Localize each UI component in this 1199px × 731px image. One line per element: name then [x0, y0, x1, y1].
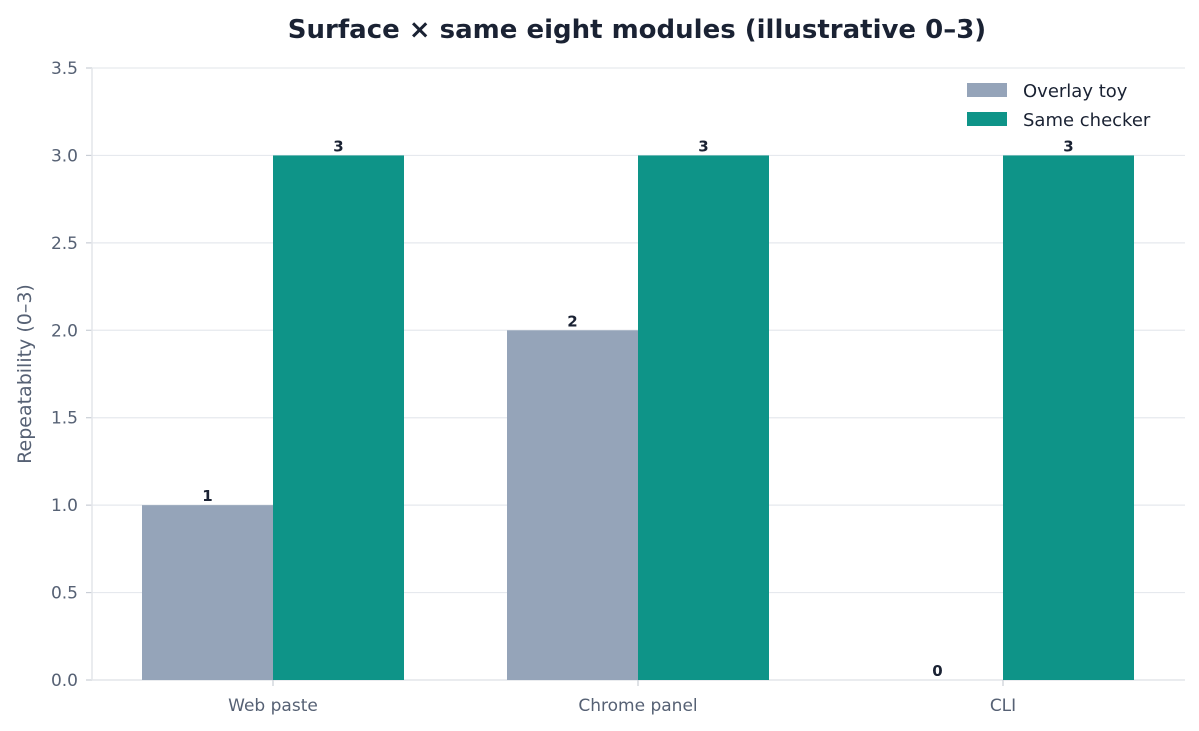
- bar-same-checker: [638, 155, 769, 680]
- legend-swatch: [967, 83, 1007, 97]
- legend: Overlay toy Same checker: [967, 81, 1151, 131]
- legend-label: Overlay toy: [1023, 81, 1128, 102]
- y-tick-label: 3.5: [51, 59, 78, 79]
- x-tick-label: CLI: [990, 696, 1016, 716]
- y-tick-label: 0.5: [51, 584, 78, 604]
- y-tick-label: 2.0: [51, 321, 78, 341]
- bar-same-checker: [273, 155, 404, 680]
- data-labels: 1 2 0 3 3 3: [202, 137, 1073, 680]
- y-tick-label: 1.0: [51, 496, 78, 516]
- data-label: 3: [698, 137, 708, 155]
- bar-same-checker: [1003, 155, 1134, 680]
- y-tick-label: 0.0: [51, 671, 78, 691]
- y-tick-label: 2.5: [51, 234, 78, 254]
- data-label: 3: [333, 137, 343, 155]
- data-label: 3: [1063, 137, 1073, 155]
- y-tick-label: 1.5: [51, 409, 78, 429]
- x-tick-label: Chrome panel: [578, 696, 697, 716]
- x-tick-label: Web paste: [228, 696, 318, 716]
- y-axis-label: Repeatability (0–3): [14, 284, 36, 464]
- data-label: 1: [202, 487, 212, 505]
- data-label: 0: [932, 662, 942, 680]
- data-label: 2: [567, 312, 577, 330]
- y-tick-label: 3.0: [51, 146, 78, 166]
- bar-overlay-toy: [507, 330, 638, 680]
- bars: [142, 155, 1134, 680]
- legend-label: Same checker: [1023, 110, 1151, 131]
- chart-title: Surface × same eight modules (illustrati…: [288, 15, 986, 45]
- legend-swatch: [967, 112, 1007, 126]
- bar-overlay-toy: [142, 505, 273, 680]
